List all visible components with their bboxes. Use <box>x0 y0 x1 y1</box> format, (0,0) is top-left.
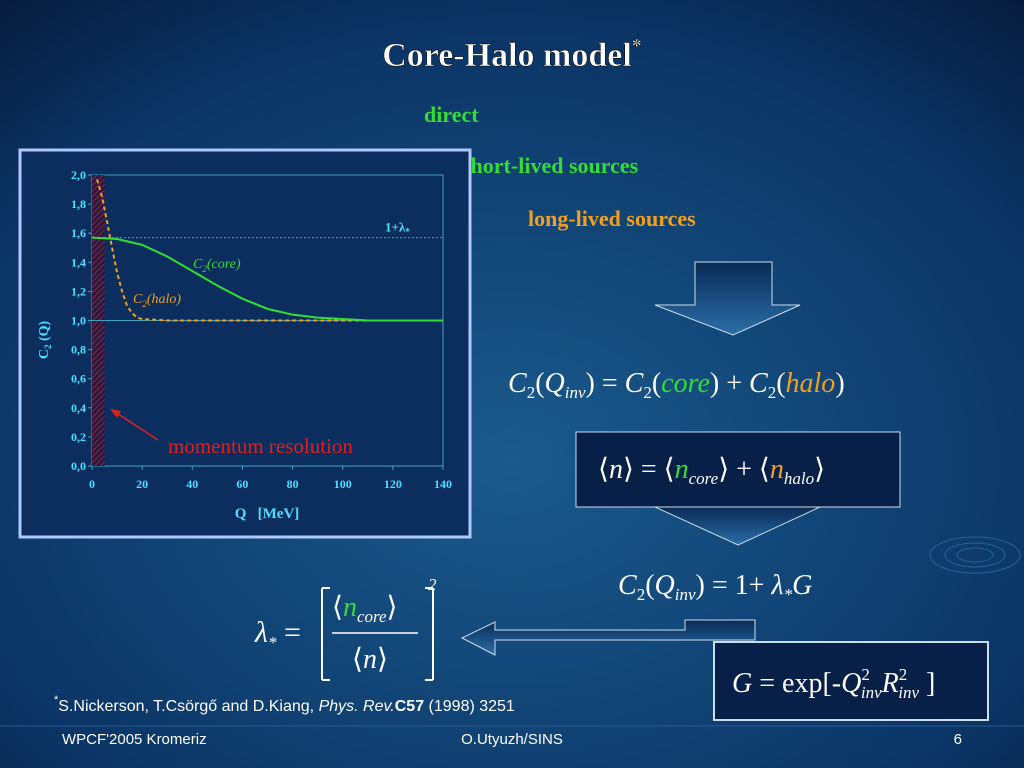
label-rest: (core) <box>207 257 241 272</box>
label-long: long-lived sources <box>528 206 696 231</box>
footer-right: 6 <box>954 731 962 748</box>
x-tick-label: 140 <box>434 477 452 491</box>
y-tick-label: 0,2 <box>71 430 86 444</box>
y-tick-label: 0,6 <box>71 372 86 386</box>
footnote: *S.Nickerson, T.Csörgő and D.Kiang, Phys… <box>54 694 515 715</box>
halo-label: C2(halo) <box>133 292 181 309</box>
y-label-c: C <box>37 349 52 359</box>
annotation: momentum resolution <box>168 434 353 458</box>
label-sub: 2 <box>202 264 207 274</box>
x-tick-label: 80 <box>287 477 299 491</box>
lambda-label: 1+λ* <box>385 220 410 237</box>
svg-text:λ* =: λ* = <box>254 616 301 652</box>
x-tick-label: 60 <box>236 477 248 491</box>
y-tick-label: 1,0 <box>71 314 86 328</box>
arrow-down <box>654 261 801 336</box>
y-tick-label: 2,0 <box>71 168 86 182</box>
svg-text:2: 2 <box>428 575 437 594</box>
box-g <box>713 641 989 721</box>
annotation-arrow <box>111 409 159 441</box>
core-curve <box>91 236 443 322</box>
arrow-left <box>460 619 756 656</box>
y-tick-label: 0,8 <box>71 343 86 357</box>
label-c: C <box>133 292 143 307</box>
svg-text:⟨ncore⟩: ⟨ncore⟩ <box>332 592 397 626</box>
svg-text:⟨n⟩: ⟨n⟩ <box>352 644 388 675</box>
ripples <box>929 536 1021 574</box>
equation-3: C2(Qinv) = 1+ λ*G <box>618 570 812 604</box>
title: Core-Halo model* <box>382 35 642 74</box>
label-rest: (halo) <box>147 292 182 307</box>
core-label: C2(core) <box>193 257 241 274</box>
y-label-rest: (Q) <box>37 320 52 344</box>
label-sub: 2 <box>142 299 147 309</box>
lambda-sub: * <box>405 227 410 237</box>
x-tick-label: 40 <box>186 477 198 491</box>
annotation-arrowhead <box>110 409 121 418</box>
y-axis-label: C2 (Q) <box>37 320 53 359</box>
y-tick-label: 1,4 <box>71 255 86 269</box>
arrow-down-2 <box>654 506 821 546</box>
equation-2: ⟨n⟩ = ⟨ncore⟩ + ⟨nhalo⟩ <box>598 454 825 488</box>
y-tick-label: 1,6 <box>71 226 86 240</box>
x-tick-label: 100 <box>334 477 352 491</box>
x-tick-label: 0 <box>89 477 95 491</box>
equation-5: λ* = ⟨ncore⟩ ⟨n⟩ 2 <box>254 575 437 681</box>
footer-left: WPCF'2005 Kromeriz <box>62 731 207 748</box>
chart-panel: 0,0 0,2 0,4 0,6 0,8 1,0 1,2 1,4 1,6 1,8 2,0 0 20 40 60… <box>18 148 472 539</box>
label-c: C <box>193 257 203 272</box>
equation-4: G = exp[-Q2 invR2 inv ] <box>732 665 935 702</box>
equation-1: C2(Qinv) = C2(core) + C2(halo) <box>508 368 845 402</box>
x-tick-label: 20 <box>136 477 148 491</box>
x-tick-label: 120 <box>384 477 402 491</box>
y-tick-label: 0,0 <box>71 459 86 473</box>
lambda-text: 1+λ <box>385 220 406 235</box>
x-axis-label: Q [MeV] <box>235 506 300 522</box>
label-direct: direct <box>424 102 479 127</box>
footer-center: O.Utyuzh/SINS <box>461 731 563 748</box>
y-tick-label: 1,8 <box>71 197 86 211</box>
label-short: short-lived sources <box>462 153 639 178</box>
y-tick-label: 0,4 <box>71 401 86 415</box>
y-tick-label: 1,2 <box>71 284 86 298</box>
y-label-sub: 2 <box>43 344 53 349</box>
halo-curve <box>96 179 443 322</box>
